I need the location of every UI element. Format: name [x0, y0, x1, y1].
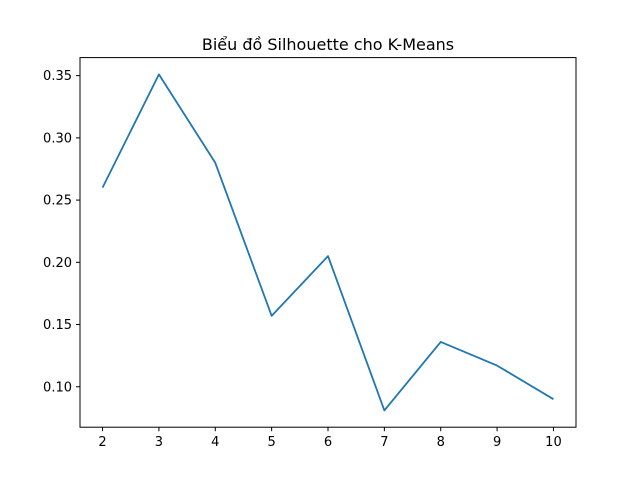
- x-tick-label: 7: [380, 435, 388, 450]
- x-tick-label: 6: [324, 435, 332, 450]
- x-axis-ticks: 2 3 4 5 6 7 8 9 10: [98, 427, 562, 450]
- silhouette-series-line: [101, 73, 554, 412]
- y-tick-label: 0.35: [43, 69, 72, 84]
- x-tick-label: 8: [437, 435, 445, 450]
- y-tick-label: 0.10: [43, 380, 72, 395]
- plot-area-frame: [79, 57, 577, 428]
- x-tick-label: 3: [155, 435, 163, 450]
- x-tick-label: 9: [493, 435, 501, 450]
- y-tick-label: 0.25: [43, 194, 72, 209]
- y-tick-label: 0.15: [43, 318, 72, 333]
- x-tick-label: 2: [98, 435, 106, 450]
- y-tick-label: 0.30: [43, 131, 72, 146]
- x-tick-label: 10: [545, 435, 562, 450]
- x-tick-label: 5: [267, 435, 275, 450]
- y-axis-ticks: 0.10 0.15 0.20 0.25 0.30 0.35: [43, 69, 80, 395]
- chart-title: Biểu đồ Silhouette cho K-Means: [202, 35, 454, 54]
- y-tick-label: 0.20: [43, 256, 72, 271]
- x-tick-label: 4: [211, 435, 219, 450]
